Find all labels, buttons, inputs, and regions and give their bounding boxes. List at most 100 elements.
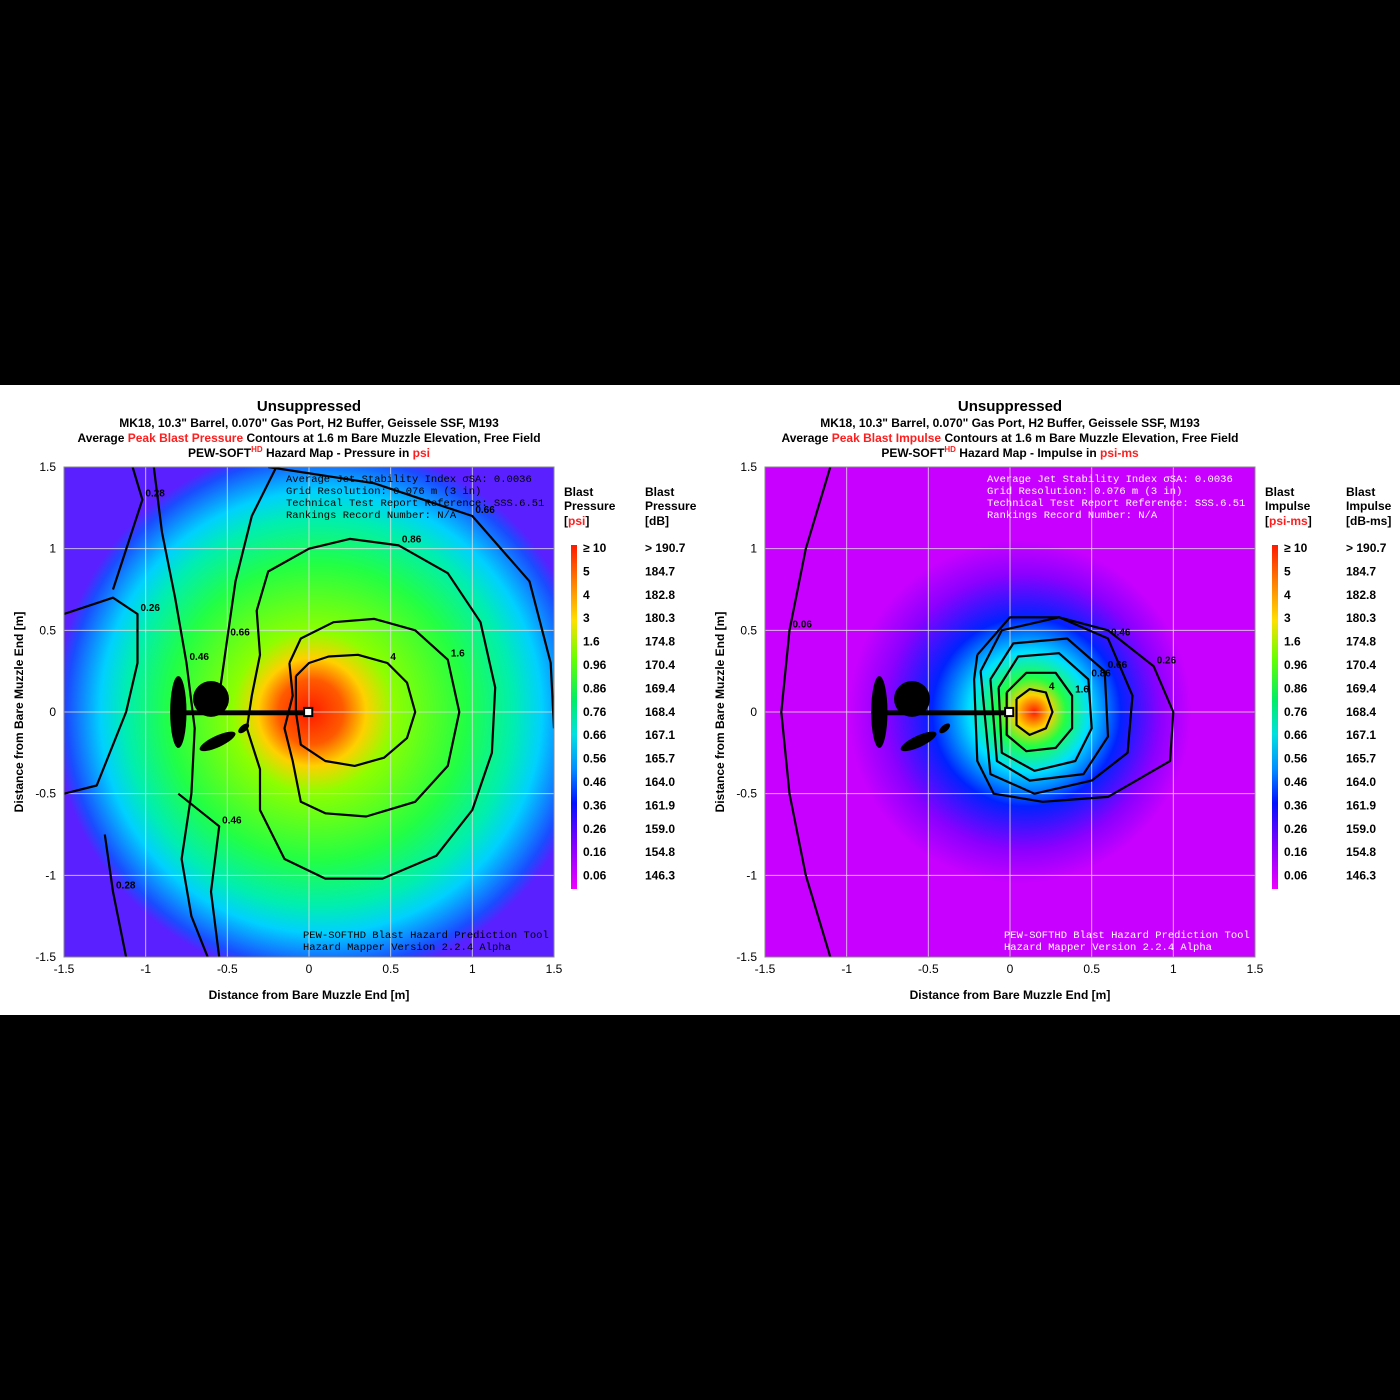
contour-line xyxy=(64,596,139,795)
contour-label: 4 xyxy=(1049,681,1055,692)
x-tick-label: -1 xyxy=(140,962,151,976)
figure-svg: Unsuppressed MK18, 10.3" Barrel, 0.070" … xyxy=(12,398,1392,1002)
contour-line xyxy=(294,653,417,767)
x-tick-label: -1.5 xyxy=(755,962,776,976)
x-tick-label: 0 xyxy=(1007,962,1014,976)
plot-frame xyxy=(63,466,555,958)
colorbar-head: [dB-ms] xyxy=(1346,514,1391,528)
impulse-chart: Unsuppressed MK18, 10.3" Barrel, 0.070" … xyxy=(713,398,1392,1002)
contour-line xyxy=(972,616,1175,803)
colorbar-db: > 190.7 xyxy=(1346,541,1387,555)
contour-label: 0.46 xyxy=(190,652,210,663)
colorbar-db: 169.4 xyxy=(1346,681,1376,695)
x-axis-label: Distance from Bare Muzzle End [m] xyxy=(209,988,410,1002)
contour-label: 0.06 xyxy=(793,619,813,630)
figure-panel: Unsuppressed MK18, 10.3" Barrel, 0.070" … xyxy=(0,385,1400,1015)
chart-title: Unsuppressed xyxy=(958,398,1062,415)
x-tick-label: 0.5 xyxy=(1083,962,1100,976)
contour-line xyxy=(245,537,497,880)
y-tick-label: -1.5 xyxy=(736,950,757,964)
contour-line xyxy=(111,467,144,590)
shooter-silhouette xyxy=(871,676,1015,752)
axis-ticks: -1.5 -1 -0.5 0 0.5 1 1.5 1.5 1 0.5 0 -0.5 -1 -1.5 xyxy=(35,460,562,976)
y-tick-label: -0.5 xyxy=(736,787,757,801)
x-tick-label: -0.5 xyxy=(918,962,939,976)
colorbar: Blast Pressure [psi] Blast Pressure [dB]… xyxy=(564,485,697,889)
y-tick-label: 0.5 xyxy=(39,623,56,637)
colorbar-level: 1.6 xyxy=(1284,635,1301,649)
colorbar-head: Impulse xyxy=(1265,499,1311,513)
colorbar-level: 1.6 xyxy=(583,635,600,649)
info-line: Technical Test Report Reference: SSS.6.5… xyxy=(286,498,544,510)
colorbar-db: 184.7 xyxy=(645,564,675,578)
chart-line4: PEW-SOFTHD Hazard Map - Impulse in psi-m… xyxy=(881,445,1139,460)
y-tick-label: 0 xyxy=(49,705,56,719)
silhouette-shape xyxy=(199,731,236,752)
x-tick-label: 0 xyxy=(306,962,313,976)
contour-label: 0.66 xyxy=(1108,660,1128,671)
contour-label: 0.26 xyxy=(141,603,161,614)
contour-lines: 4 1.6 0.86 0.66 0.46 0.66 0.26 0.28 0.28 0.46 xyxy=(64,467,554,957)
silhouette-shape xyxy=(175,710,309,716)
colorbar-level: 0.36 xyxy=(1284,798,1308,812)
contour-line xyxy=(177,792,221,957)
colorbar-db: 168.4 xyxy=(645,705,675,719)
y-tick-label: 1.5 xyxy=(39,460,56,474)
contour-label: 1.6 xyxy=(1075,685,1089,696)
colorbar-db: 182.8 xyxy=(1346,588,1376,602)
y-tick-label: 1 xyxy=(750,542,757,556)
chart-title: Unsuppressed xyxy=(257,398,361,415)
colorbar-db: 164.0 xyxy=(1346,775,1376,789)
y-tick-label: -0.5 xyxy=(35,787,56,801)
colorbar-level: 0.46 xyxy=(1284,775,1308,789)
colorbar-db: > 190.7 xyxy=(645,541,686,555)
colorbar-db: 182.8 xyxy=(645,588,675,602)
contour-line xyxy=(989,637,1110,782)
x-tick-label: 1.5 xyxy=(546,962,563,976)
colorbar-level: 0.96 xyxy=(583,658,607,672)
colorbar-db: 146.3 xyxy=(1346,869,1376,883)
colorbar-db: 165.7 xyxy=(645,752,675,766)
contour-label: 4 xyxy=(390,652,396,663)
x-tick-label: -1 xyxy=(841,962,852,976)
contour-label: 0.28 xyxy=(116,881,136,892)
pressure-chart: Unsuppressed MK18, 10.3" Barrel, 0.070" … xyxy=(12,398,697,1002)
colorbar-db: 184.7 xyxy=(1346,564,1376,578)
info-line: Rankings Record Number: N/A xyxy=(987,510,1158,522)
colorbar-level: 0.06 xyxy=(1284,869,1308,883)
colorbar-level: 0.76 xyxy=(1284,705,1308,719)
contour-label: 0.66 xyxy=(475,505,495,516)
colorbar-level: 0.76 xyxy=(583,705,607,719)
y-tick-label: 1 xyxy=(49,542,56,556)
colorbar-level: ≥ 10 xyxy=(583,541,607,555)
colorbar-head: Pressure xyxy=(645,499,697,513)
colorbar-level: 0.56 xyxy=(1284,752,1308,766)
contour-line xyxy=(1015,688,1054,736)
colorbar-unit: [psi-ms] xyxy=(1265,514,1312,528)
colorbar-head: Blast xyxy=(1265,485,1294,499)
contour-label: 0.46 xyxy=(1111,628,1131,639)
y-tick-label: -1 xyxy=(746,868,757,882)
shooter-silhouette xyxy=(170,676,314,752)
colorbar-db: 161.9 xyxy=(1346,798,1376,812)
colorbar-gradient xyxy=(1272,545,1278,889)
colorbar-db: 154.8 xyxy=(1346,845,1376,859)
colorbar-head: Pressure xyxy=(564,499,616,513)
silhouette-shape xyxy=(900,731,937,752)
colorbar-db: 180.3 xyxy=(1346,611,1376,625)
colorbar-level: 0.26 xyxy=(1284,822,1308,836)
silhouette-shape xyxy=(876,710,1010,716)
colorbar-db: 174.8 xyxy=(645,635,675,649)
y-tick-label: -1 xyxy=(45,868,56,882)
colorbar-db: 161.9 xyxy=(645,798,675,812)
colorbar-head: [dB] xyxy=(645,514,669,528)
y-tick-label: 0.5 xyxy=(740,623,757,637)
contour-line xyxy=(780,467,832,957)
x-axis-label: Distance from Bare Muzzle End [m] xyxy=(910,988,1111,1002)
y-tick-label: -1.5 xyxy=(35,950,56,964)
colorbar-head: Impulse xyxy=(1346,499,1392,513)
colorbar-level: 0.66 xyxy=(583,728,607,742)
info-line: Grid Resolution: 0.076 m (3 in) xyxy=(286,486,481,498)
x-tick-label: 1.5 xyxy=(1247,962,1264,976)
x-tick-label: 1 xyxy=(469,962,476,976)
